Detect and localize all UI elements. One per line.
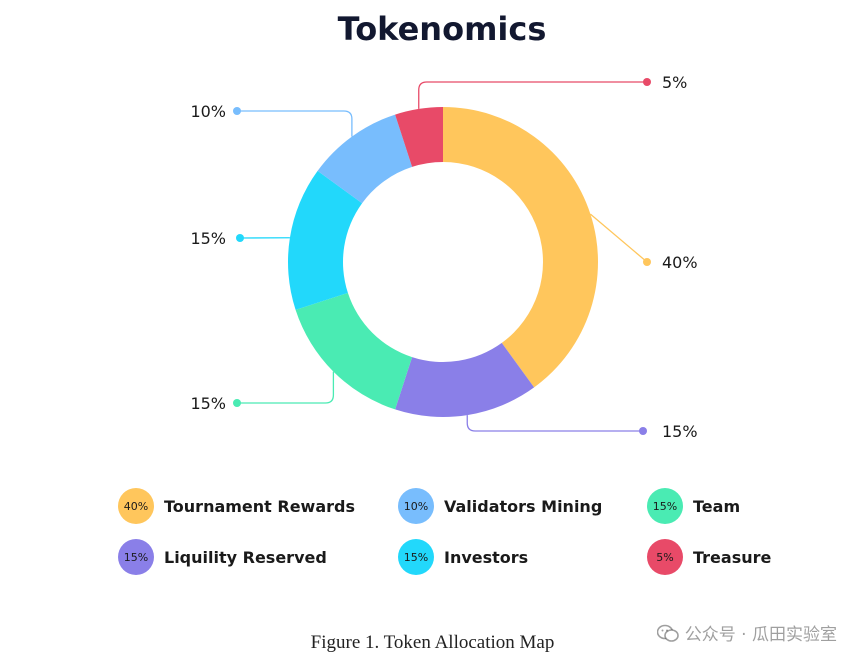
leader-dot-investors bbox=[236, 234, 244, 242]
callouts: 40% 15% 15% 15% 10% 5% bbox=[190, 73, 697, 441]
legend-label: Treasure bbox=[693, 548, 772, 567]
legend-badge bbox=[118, 488, 154, 524]
legend: 40% Tournament Rewards 10% Validators Minin… bbox=[118, 488, 772, 575]
leader-dot-liquility-reserved bbox=[639, 427, 647, 435]
slice-treasure bbox=[395, 107, 443, 167]
slice-liquility-reserved bbox=[395, 342, 535, 417]
legend-badge bbox=[647, 539, 683, 575]
legend-badge-value: 15% bbox=[404, 551, 428, 564]
figure-caption: Figure 1. Token Allocation Map bbox=[310, 632, 555, 653]
legend-badge bbox=[647, 488, 683, 524]
data-label-liquility-reserved: 15% bbox=[662, 422, 698, 441]
legend-badge-value: 15% bbox=[653, 500, 677, 513]
legend-badge bbox=[398, 539, 434, 575]
legend-item-treasure: 5% Treasure bbox=[647, 539, 772, 575]
leader-line-tournament-rewards bbox=[589, 213, 648, 263]
leader-line-treasure bbox=[418, 81, 647, 109]
donut-chart bbox=[288, 107, 598, 417]
watermark: 公众号 · 瓜田实验室 bbox=[656, 620, 837, 645]
legend-badge-value: 10% bbox=[404, 500, 428, 513]
legend-item-validators-mining: 10% Validators Mining bbox=[398, 488, 602, 524]
slice-validators-mining bbox=[317, 114, 413, 204]
legend-label: Validators Mining bbox=[444, 497, 602, 516]
leader-line-validators-mining bbox=[237, 110, 353, 137]
data-label-investors: 15% bbox=[190, 229, 226, 248]
legend-item-liquility-reserved: 15% Liquility Reserved bbox=[118, 539, 327, 575]
data-label-tournament-rewards: 40% bbox=[662, 253, 698, 272]
legend-badge-value: 15% bbox=[124, 551, 148, 564]
data-label-treasure: 5% bbox=[662, 73, 687, 92]
legend-badge-value: 40% bbox=[124, 500, 148, 513]
slice-investors bbox=[288, 170, 363, 310]
watermark-text: 公众号 · 瓜田实验室 bbox=[684, 625, 837, 645]
data-label-validators-mining: 10% bbox=[190, 102, 226, 121]
legend-label: Tournament Rewards bbox=[164, 497, 355, 516]
legend-label: Investors bbox=[444, 548, 528, 567]
legend-label: Liquility Reserved bbox=[164, 548, 327, 567]
legend-label: Team bbox=[693, 497, 740, 516]
wechat-icon bbox=[656, 624, 679, 642]
slice-tournament-rewards bbox=[443, 107, 598, 388]
chart-title: Tokenomics bbox=[338, 10, 547, 48]
legend-badge bbox=[398, 488, 434, 524]
slice-team bbox=[295, 292, 413, 410]
leader-dot-validators-mining bbox=[233, 107, 241, 115]
legend-badge bbox=[118, 539, 154, 575]
legend-item-team: 15% Team bbox=[647, 488, 740, 524]
leader-dot-treasure bbox=[643, 78, 651, 86]
legend-item-investors: 15% Investors bbox=[398, 539, 528, 575]
leader-line-liquility-reserved bbox=[466, 415, 643, 432]
legend-badge-value: 5% bbox=[656, 551, 673, 564]
leader-dot-tournament-rewards bbox=[643, 258, 651, 266]
data-label-team: 15% bbox=[190, 394, 226, 413]
leader-line-team bbox=[237, 371, 335, 404]
leader-dot-team bbox=[233, 399, 241, 407]
legend-item-tournament-rewards: 40% Tournament Rewards bbox=[118, 488, 355, 524]
